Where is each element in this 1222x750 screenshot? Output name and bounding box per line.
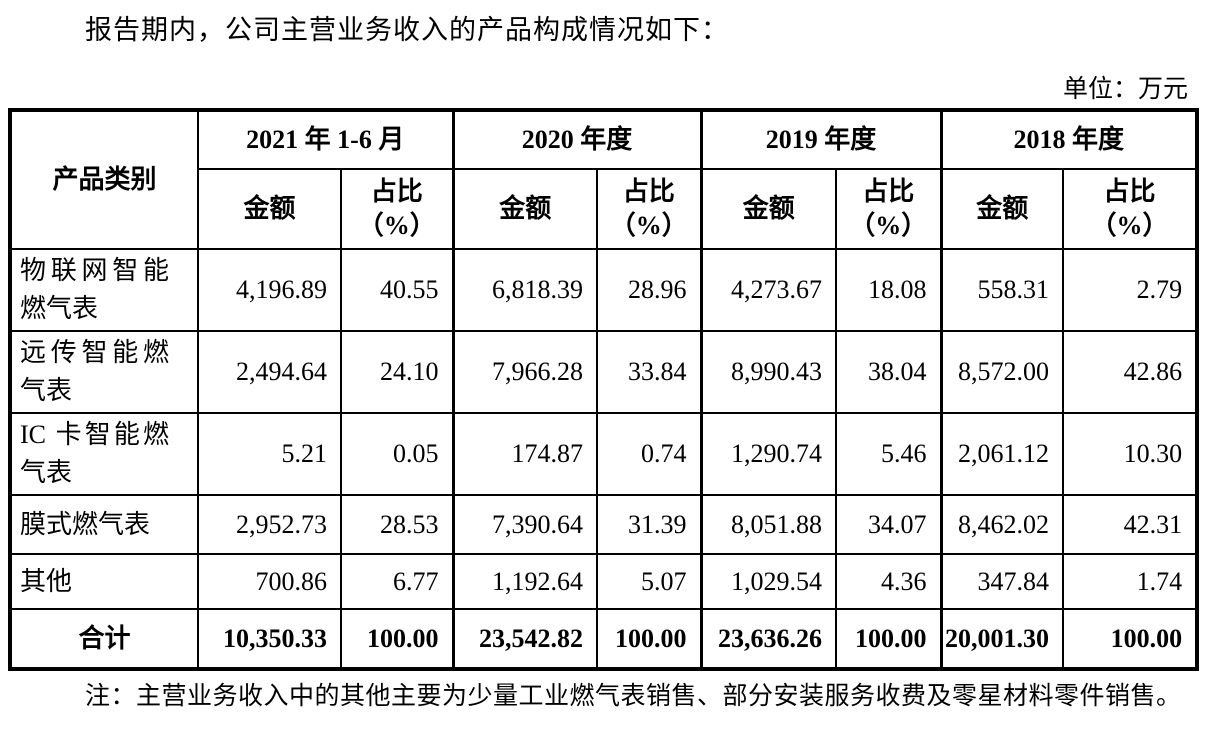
amount-2020: 7,390.64 [451,494,599,555]
amount-2020: 23,542.82 [451,608,599,670]
ratio-label: 占比 [1103,177,1156,207]
ratio-2021: 6.77 [339,553,455,610]
table-row-others: 其他 700.86 6.77 1,192.64 5.07 1,029.54 4.… [9,553,1199,610]
amount-2021: 2,952.73 [197,494,342,555]
table-row-ic-card-meter: IC 卡智能燃气表 5.21 0.05 174.87 0.74 1,290.74… [9,412,1199,496]
ratio-2019: 34.07 [835,494,943,555]
ratio-2018: 10.30 [1062,412,1199,496]
ratio-2019: 18.08 [835,248,943,332]
amount-2018: 558.31 [939,248,1065,332]
footnote: 注：主营业务收入中的其他主要为少量工业燃气表销售、部分安装服务收费及零星材料零件… [85,683,1182,710]
table-row-remote-smart-meter: 远传智能燃气表 2,494.64 24.10 7,966.28 33.84 8,… [9,330,1199,414]
ratio-suffix: （%） [357,211,436,240]
amount-header-2019: 金额 [699,168,838,250]
ratio-2019: 38.04 [835,330,943,414]
amount-2020: 6,818.39 [451,248,599,332]
amount-2021: 4,196.89 [197,248,342,332]
amount-header-2021: 金额 [197,168,342,250]
product-label: 远传智能燃气表 [9,330,199,414]
table-row-iot-smart-meter: 物联网智能燃气表 4,196.89 40.55 6,818.39 28.96 4… [9,248,1199,332]
amount-2018: 2,061.12 [939,412,1065,496]
amount-2020: 7,966.28 [451,330,599,414]
ratio-2019: 4.36 [835,553,943,610]
amount-header-2020: 金额 [451,168,599,250]
amount-2019: 23,636.26 [699,608,838,670]
unit-label: 单位：万元 [1062,76,1188,103]
period-header-2021: 2021 年 1-6 月 [196,109,455,170]
amount-2021: 5.21 [197,412,342,496]
revenue-composition-table: 产品类别 2021 年 1-6 月 2020 年度 2019 年度 2018 年… [8,108,1200,671]
ratio-suffix: （%） [849,211,928,240]
amount-2021: 10,350.33 [197,608,342,670]
ratio-2018: 1.74 [1062,553,1199,610]
ratio-label: 占比 [862,177,915,207]
ratio-2020: 0.74 [596,412,703,496]
amount-2019: 8,051.88 [699,494,838,555]
amount-2019: 4,273.67 [699,248,838,332]
amount-header-2018: 金额 [939,168,1065,250]
amount-2018: 8,462.02 [939,494,1065,555]
amount-2020: 174.87 [451,412,599,496]
product-label: 其他 [9,553,199,610]
amount-2021: 700.86 [197,553,342,610]
amount-2018: 20,001.30 [939,608,1065,670]
header-row-periods: 产品类别 2021 年 1-6 月 2020 年度 2019 年度 2018 年… [9,109,1199,250]
ratio-header-2021: 占比 （%） [339,168,455,250]
ratio-header-2019: 占比 （%） [835,168,943,250]
header-row-measures: 金额 占比 （%） 金额 占比 （%） 金额 占比 （%） 金额 占比 （%） [10,168,1199,250]
amount-2019: 8,990.43 [699,330,838,414]
table-row-diaphragm-meter: 膜式燃气表 2,952.73 28.53 7,390.64 31.39 8,05… [9,494,1199,555]
amount-2021: 2,494.64 [197,330,342,414]
ratio-suffix: （%） [1090,211,1169,240]
total-label: 合计 [9,608,199,670]
table-row-total: 合计 10,350.33 100.00 23,542.82 100.00 23,… [9,608,1199,670]
amount-2019: 1,290.74 [699,412,838,496]
corner-header: 产品类别 [9,109,199,250]
period-header-2020: 2020 年度 [451,109,703,170]
ratio-2020: 31.39 [596,494,703,555]
ratio-2019: 100.00 [835,608,943,670]
product-label: IC 卡智能燃气表 [9,412,199,496]
amount-2019: 1,029.54 [699,553,838,610]
period-header-2019: 2019 年度 [699,109,943,170]
amount-2018: 8,572.00 [939,330,1065,414]
ratio-2021: 40.55 [339,248,455,332]
amount-2018: 347.84 [939,553,1065,610]
ratio-2021: 28.53 [339,494,455,555]
ratio-2021: 0.05 [339,412,455,496]
ratio-2018: 100.00 [1062,608,1199,670]
ratio-2020: 5.07 [596,553,703,610]
ratio-2018: 42.31 [1062,494,1199,555]
ratio-2020: 100.00 [596,608,703,670]
amount-2020: 1,192.64 [451,553,599,610]
ratio-2018: 42.86 [1062,330,1199,414]
ratio-label: 占比 [370,177,423,207]
ratio-2021: 100.00 [339,608,455,670]
ratio-label: 占比 [622,177,675,207]
product-label: 膜式燃气表 [9,494,199,555]
ratio-header-2018: 占比 （%） [1062,168,1199,250]
ratio-2020: 33.84 [596,330,703,414]
ratio-header-2020: 占比 （%） [596,168,703,250]
ratio-2020: 28.96 [596,248,703,332]
ratio-2021: 24.10 [339,330,455,414]
ratio-suffix: （%） [609,211,688,240]
period-header-2018: 2018 年度 [939,109,1199,170]
ratio-2019: 5.46 [835,412,943,496]
product-label: 物联网智能燃气表 [9,248,199,332]
intro-paragraph: 报告期内，公司主营业务收入的产品构成情况如下： [85,15,729,45]
ratio-2018: 2.79 [1062,248,1199,332]
